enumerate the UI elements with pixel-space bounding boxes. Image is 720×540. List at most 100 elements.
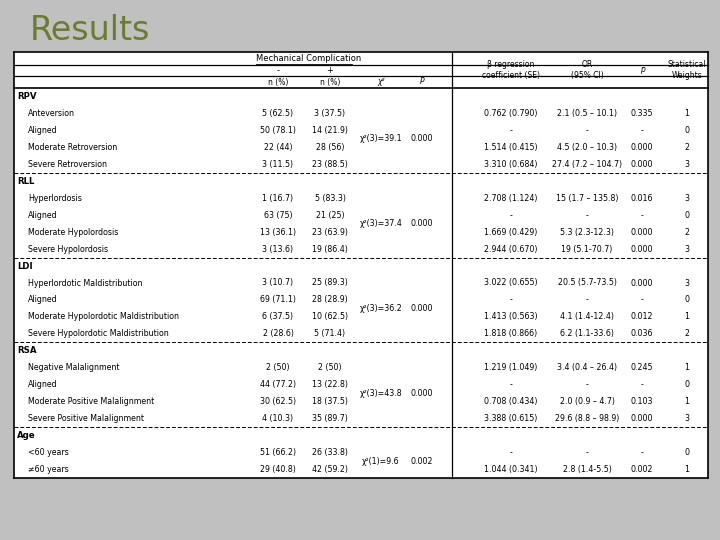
Text: 4.5 (2.0 – 10.3): 4.5 (2.0 – 10.3) bbox=[557, 143, 617, 152]
Text: 1 (16.7): 1 (16.7) bbox=[263, 194, 294, 202]
Text: 2 (28.6): 2 (28.6) bbox=[263, 329, 294, 339]
Text: 0.002: 0.002 bbox=[410, 456, 433, 465]
Text: 3.022 (0.655): 3.022 (0.655) bbox=[485, 279, 538, 287]
Text: 15 (1.7 – 135.8): 15 (1.7 – 135.8) bbox=[556, 194, 618, 202]
Text: 1.044 (0.341): 1.044 (0.341) bbox=[485, 465, 538, 474]
Text: Moderate Retroversion: Moderate Retroversion bbox=[28, 143, 117, 152]
Text: Severe Retroversion: Severe Retroversion bbox=[28, 160, 107, 169]
Text: β regression
coefficient (SE): β regression coefficient (SE) bbox=[482, 60, 540, 80]
Text: χ²(3)=39.1: χ²(3)=39.1 bbox=[360, 134, 402, 143]
Text: 1: 1 bbox=[685, 465, 690, 474]
Text: Statistical
Weights: Statistical Weights bbox=[667, 60, 706, 80]
Text: 13 (22.8): 13 (22.8) bbox=[312, 380, 348, 389]
Text: 13 (36.1): 13 (36.1) bbox=[260, 228, 296, 237]
Text: Severe Hypolordotic Maldistribution: Severe Hypolordotic Maldistribution bbox=[28, 329, 168, 339]
Text: 0.000: 0.000 bbox=[410, 389, 433, 398]
Text: 3: 3 bbox=[685, 160, 690, 169]
Text: -: - bbox=[585, 380, 588, 389]
Text: 20.5 (5.7-73.5): 20.5 (5.7-73.5) bbox=[557, 279, 616, 287]
Text: -: - bbox=[276, 66, 279, 75]
Text: χ²: χ² bbox=[377, 78, 384, 86]
Text: RPV: RPV bbox=[17, 92, 37, 101]
Text: 3: 3 bbox=[685, 279, 690, 287]
Text: χ²(3)=43.8: χ²(3)=43.8 bbox=[360, 389, 402, 398]
Text: 30 (62.5): 30 (62.5) bbox=[260, 397, 296, 406]
Text: -: - bbox=[641, 448, 644, 457]
Text: Anteversion: Anteversion bbox=[28, 109, 75, 118]
Text: 3 (10.7): 3 (10.7) bbox=[263, 279, 294, 287]
Text: 1: 1 bbox=[685, 397, 690, 406]
Text: 0.000: 0.000 bbox=[631, 143, 653, 152]
Text: <60 years: <60 years bbox=[28, 448, 68, 457]
Text: 0.000: 0.000 bbox=[631, 279, 653, 287]
Text: 35 (89.7): 35 (89.7) bbox=[312, 414, 348, 423]
Text: Severe Hypolordosis: Severe Hypolordosis bbox=[28, 245, 108, 254]
Text: 0.016: 0.016 bbox=[631, 194, 653, 202]
Text: 3: 3 bbox=[685, 245, 690, 254]
Text: 2 (50): 2 (50) bbox=[318, 363, 342, 372]
Text: 22 (44): 22 (44) bbox=[264, 143, 292, 152]
Text: 2: 2 bbox=[685, 329, 690, 339]
Text: 26 (33.8): 26 (33.8) bbox=[312, 448, 348, 457]
Text: Aligned: Aligned bbox=[28, 295, 58, 305]
Text: 3 (13.6): 3 (13.6) bbox=[263, 245, 294, 254]
Text: Moderate Hypolordotic Maldistribution: Moderate Hypolordotic Maldistribution bbox=[28, 313, 179, 321]
Text: 2.1 (0.5 – 10.1): 2.1 (0.5 – 10.1) bbox=[557, 109, 617, 118]
Text: 50 (78.1): 50 (78.1) bbox=[260, 126, 296, 135]
Text: 0.000: 0.000 bbox=[631, 414, 653, 423]
Text: 5.3 (2.3-12.3): 5.3 (2.3-12.3) bbox=[560, 228, 614, 237]
Text: Hyperlordosis: Hyperlordosis bbox=[28, 194, 82, 202]
Text: 0: 0 bbox=[685, 448, 690, 457]
Text: 29 (40.8): 29 (40.8) bbox=[260, 465, 296, 474]
Text: 19 (86.4): 19 (86.4) bbox=[312, 245, 348, 254]
Text: 28 (28.9): 28 (28.9) bbox=[312, 295, 348, 305]
Text: 6 (37.5): 6 (37.5) bbox=[263, 313, 294, 321]
Text: 0.708 (0.434): 0.708 (0.434) bbox=[485, 397, 538, 406]
Text: 4 (10.3): 4 (10.3) bbox=[263, 414, 294, 423]
Text: Moderate Positive Malalignment: Moderate Positive Malalignment bbox=[28, 397, 154, 406]
Text: 28 (56): 28 (56) bbox=[316, 143, 344, 152]
Text: -: - bbox=[585, 448, 588, 457]
Text: 5 (62.5): 5 (62.5) bbox=[263, 109, 294, 118]
Text: 1.669 (0.429): 1.669 (0.429) bbox=[485, 228, 538, 237]
Text: 0.762 (0.790): 0.762 (0.790) bbox=[485, 109, 538, 118]
Text: n (%): n (%) bbox=[268, 78, 288, 86]
Text: 3 (11.5): 3 (11.5) bbox=[263, 160, 294, 169]
Text: Hyperlordotic Maldistribution: Hyperlordotic Maldistribution bbox=[28, 279, 143, 287]
Text: 0.000: 0.000 bbox=[410, 134, 433, 143]
Text: 0.000: 0.000 bbox=[410, 304, 433, 313]
Text: -: - bbox=[510, 295, 513, 305]
Text: -: - bbox=[585, 126, 588, 135]
Text: 25 (89.3): 25 (89.3) bbox=[312, 279, 348, 287]
Text: 2 (50): 2 (50) bbox=[266, 363, 289, 372]
Text: Mechanical Complication: Mechanical Complication bbox=[256, 54, 361, 63]
Text: 0: 0 bbox=[685, 380, 690, 389]
Text: 2: 2 bbox=[685, 228, 690, 237]
Text: 0: 0 bbox=[685, 211, 690, 220]
Text: 44 (77.2): 44 (77.2) bbox=[260, 380, 296, 389]
Text: 27.4 (7.2 – 104.7): 27.4 (7.2 – 104.7) bbox=[552, 160, 622, 169]
Text: 0.000: 0.000 bbox=[631, 245, 653, 254]
Text: 1: 1 bbox=[685, 109, 690, 118]
Text: Age: Age bbox=[17, 431, 35, 440]
Text: -: - bbox=[641, 126, 644, 135]
Text: Aligned: Aligned bbox=[28, 380, 58, 389]
Text: 0.002: 0.002 bbox=[631, 465, 653, 474]
Text: ≠60 years: ≠60 years bbox=[28, 465, 68, 474]
Text: 42 (59.2): 42 (59.2) bbox=[312, 465, 348, 474]
Text: 3.388 (0.615): 3.388 (0.615) bbox=[485, 414, 538, 423]
Text: 0.036: 0.036 bbox=[631, 329, 653, 339]
Bar bbox=[14, 52, 708, 478]
Text: 0.000: 0.000 bbox=[410, 219, 433, 228]
Text: 19 (5.1-70.7): 19 (5.1-70.7) bbox=[562, 245, 613, 254]
Text: -: - bbox=[641, 380, 644, 389]
Text: 0.012: 0.012 bbox=[631, 313, 653, 321]
Text: 69 (71.1): 69 (71.1) bbox=[260, 295, 296, 305]
Text: 3.4 (0.4 – 26.4): 3.4 (0.4 – 26.4) bbox=[557, 363, 617, 372]
Text: -: - bbox=[510, 211, 513, 220]
Text: Results: Results bbox=[30, 14, 150, 46]
Text: 14 (21.9): 14 (21.9) bbox=[312, 126, 348, 135]
Text: 2: 2 bbox=[685, 143, 690, 152]
Text: 0.000: 0.000 bbox=[631, 160, 653, 169]
Text: Negative Malalignment: Negative Malalignment bbox=[28, 363, 120, 372]
